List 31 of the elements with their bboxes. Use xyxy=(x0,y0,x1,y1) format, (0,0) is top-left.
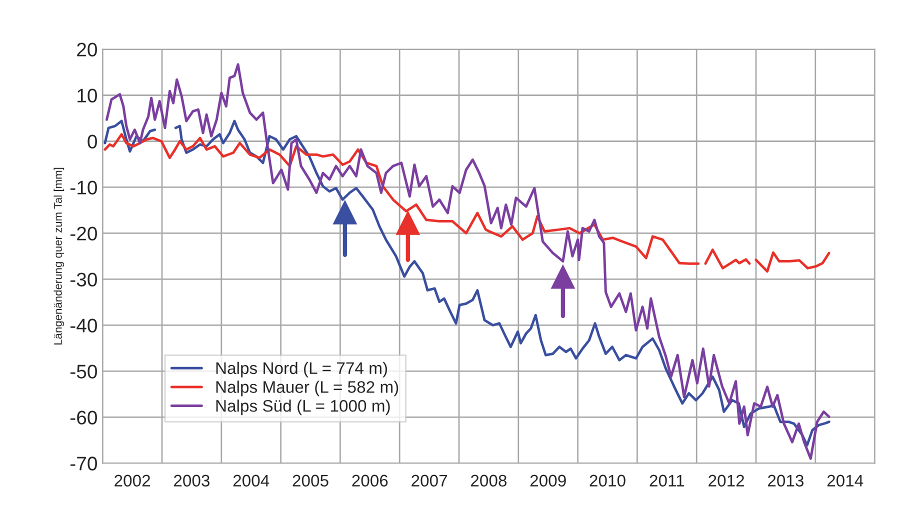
x-tick-label: 2003 xyxy=(174,474,210,487)
legend-label: Nalps Nord (L = 774 m) xyxy=(216,362,388,378)
y-tick-label: -10 xyxy=(70,180,97,194)
x-tick-label: 2002 xyxy=(114,474,150,487)
x-tick-label: 2013 xyxy=(768,474,804,487)
y-axis-title: Längenänderung quer zum Tal [mm] xyxy=(54,168,64,344)
legend-label: Nalps Mauer (L = 582 m) xyxy=(216,380,398,396)
y-tick-label: -40 xyxy=(70,318,97,332)
line-series xyxy=(106,63,830,460)
y-tick-label: -70 xyxy=(70,456,97,470)
y-tick-label: -50 xyxy=(70,364,97,378)
x-tick-label: 2007 xyxy=(412,474,448,487)
y-tick-label: -60 xyxy=(70,410,97,424)
x-tick-label: 2011 xyxy=(650,474,684,487)
legend-label: Nalps Süd (L = 1000 m) xyxy=(216,400,390,416)
x-tick-label: 2005 xyxy=(292,474,328,487)
y-tick-label: 20 xyxy=(77,42,97,56)
y-tick-label: 0 xyxy=(88,134,97,148)
y-tick-label: -30 xyxy=(70,272,97,286)
x-tick-label: 2010 xyxy=(590,474,626,487)
y-tick-label: 10 xyxy=(78,88,97,102)
point xyxy=(396,211,420,235)
point xyxy=(333,200,357,224)
x-tick-label: 2012 xyxy=(708,474,744,487)
x-tick-label: 2009 xyxy=(530,474,566,487)
y-tick-label: -20 xyxy=(70,226,97,240)
x-tick-label: 2006 xyxy=(352,474,388,487)
x-tick-label: 2004 xyxy=(233,474,270,487)
x-tick-label: 2014 xyxy=(827,474,864,487)
x-tick-label: 2008 xyxy=(471,474,507,487)
point xyxy=(551,265,575,289)
